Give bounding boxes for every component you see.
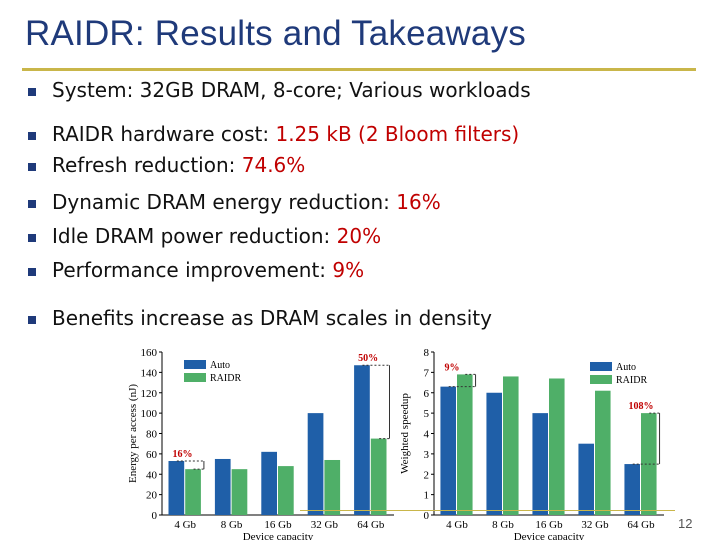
- x-tick-label: 64 Gb: [357, 519, 385, 531]
- y-tick-label: 80: [146, 429, 158, 441]
- x-tick-label: 4 Gb: [446, 519, 468, 531]
- legend-label: RAIDR: [210, 373, 241, 384]
- legend-label: Auto: [210, 360, 230, 371]
- bullet-square-icon: [28, 132, 36, 140]
- y-tick-label: 5: [424, 408, 430, 420]
- bullet-label: Idle DRAM power reduction:: [52, 224, 337, 248]
- energy-chart-svg: Energy per access (nJ) 0 20 40 60 80 100 120 140…: [127, 347, 394, 543]
- bullet-square-icon: [28, 88, 36, 96]
- y-tick-label: 1: [424, 490, 430, 502]
- bullet-value: 20%: [336, 224, 382, 248]
- bullet-square-icon: [28, 163, 36, 171]
- legend-swatch: [590, 362, 612, 371]
- bar-raidr: [370, 438, 387, 515]
- bar-auto: [214, 458, 231, 515]
- bar-raidr: [231, 469, 248, 515]
- bar-raidr: [549, 378, 565, 515]
- y-tick-label: 0: [424, 510, 430, 522]
- y-tick-label: 120: [141, 388, 158, 400]
- y-tick-label: 6: [424, 388, 430, 400]
- y-tick-label: 60: [146, 449, 158, 461]
- bullet-square-icon: [28, 200, 36, 208]
- y-tick-label: 160: [141, 347, 158, 359]
- bar-raidr: [503, 376, 519, 515]
- speedup-chart: Weighted speedup 0 1 2 3 4 5 6 7 8 4 Gb 8 Gb 16 Gb 32…: [368, 340, 673, 544]
- page-title: RAIDR: Results and Takeaways: [25, 14, 527, 53]
- y-axis-label: Energy per access (nJ): [127, 384, 139, 483]
- bar-raidr: [278, 466, 294, 515]
- x-tick-label: 32 Gb: [581, 519, 609, 531]
- x-axis-label: Device capacity: [243, 531, 314, 540]
- bar-auto: [354, 365, 370, 515]
- y-axis-label: Weighted speedup: [399, 393, 411, 474]
- y-tick-label: 3: [424, 449, 430, 461]
- x-tick-label: 64 Gb: [627, 519, 655, 531]
- bar-auto: [307, 413, 324, 515]
- x-tick-label: 4 Gb: [174, 519, 196, 531]
- bar-auto: [532, 413, 548, 515]
- legend-swatch: [590, 375, 612, 384]
- bar-auto: [624, 464, 640, 515]
- y-tick-label: 0: [152, 510, 158, 522]
- bar-raidr: [595, 390, 611, 515]
- bullet-value: 1.25 kB (2 Bloom filters): [275, 122, 520, 146]
- legend-swatch: [184, 373, 206, 382]
- bar-auto: [168, 461, 185, 515]
- y-tick-label: 40: [146, 469, 158, 481]
- x-tick-label: 8 Gb: [492, 519, 514, 531]
- speedup-chart-svg: Weighted speedup 0 1 2 3 4 5 6 7 8 4 Gb 8 Gb 16 Gb 32…: [399, 347, 664, 543]
- annotation-label: 16%: [172, 449, 192, 460]
- y-tick-label: 100: [141, 408, 158, 420]
- bullet-square-icon: [28, 316, 36, 324]
- x-tick-label: 16 Gb: [535, 519, 563, 531]
- bullet-label: Performance improvement:: [52, 258, 333, 282]
- x-tick-label: 32 Gb: [311, 519, 339, 531]
- energy-chart: Energy per access (nJ) 0 20 40 60 80 100 120 140…: [120, 340, 400, 544]
- bullet-label: RAIDR hardware cost:: [52, 122, 276, 146]
- annotation-label: 50%: [358, 353, 378, 364]
- y-tick-label: 8: [424, 347, 430, 359]
- bar-auto: [486, 392, 502, 515]
- bar-raidr: [457, 374, 473, 515]
- bullet-value: 9%: [332, 258, 365, 282]
- annotation-label: 108%: [628, 401, 653, 412]
- bullet-label: Refresh reduction:: [52, 153, 242, 177]
- bar-auto: [261, 451, 277, 515]
- annotation-label: 9%: [444, 362, 459, 373]
- x-tick-label: 16 Gb: [264, 519, 292, 531]
- footer-rule: [300, 510, 675, 511]
- x-axis-label: Device capacity: [514, 531, 585, 540]
- page-number: 12: [678, 516, 693, 531]
- y-tick-label: 2: [424, 469, 430, 481]
- bullet-square-icon: [28, 234, 36, 242]
- bullet-text: Benefits increase as DRAM scales in dens…: [52, 306, 492, 330]
- bullet-text: System: 32GB DRAM, 8-core; Various workl…: [52, 78, 531, 102]
- bar-auto: [578, 443, 594, 515]
- y-tick-label: 4: [424, 429, 430, 441]
- y-tick-label: 140: [141, 367, 158, 379]
- x-tick-label: 8 Gb: [221, 519, 243, 531]
- legend-label: Auto: [616, 362, 636, 373]
- y-tick-label: 20: [146, 490, 158, 502]
- y-tick-label: 7: [424, 367, 430, 379]
- bar-auto: [440, 386, 456, 515]
- bullet-value: 74.6%: [241, 153, 306, 177]
- legend-swatch: [184, 360, 206, 369]
- bullet-value: 16%: [396, 190, 441, 214]
- bullet-label: Dynamic DRAM energy reduction:: [52, 190, 397, 214]
- legend-label: RAIDR: [616, 375, 647, 386]
- bar-raidr: [324, 459, 341, 515]
- title-underline: [22, 68, 696, 71]
- bar-raidr: [185, 469, 201, 515]
- bullet-square-icon: [28, 268, 36, 276]
